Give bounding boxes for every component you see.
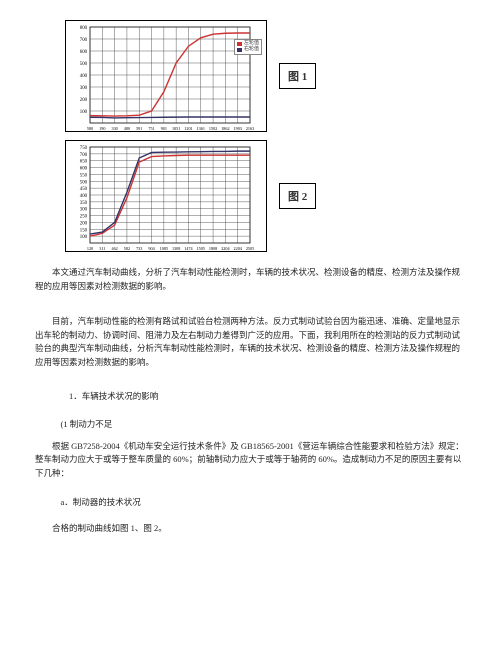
svg-text:1505: 1505 — [197, 246, 205, 251]
svg-text:2204: 2204 — [221, 246, 230, 251]
svg-text:400: 400 — [80, 194, 88, 199]
chart-1-svg: 580 190 330 480 591 751 901 1051 1201 1361 1502 186… — [66, 21, 268, 133]
chart-1-box: 580 190 330 480 591 751 901 1051 1201 1361 1502 186… — [65, 20, 267, 132]
svg-text:2204: 2204 — [234, 246, 243, 251]
svg-text:480: 480 — [124, 126, 130, 131]
svg-text:733: 733 — [136, 246, 142, 251]
svg-text:311: 311 — [99, 246, 105, 251]
chart-2-section: 120 311 462 582 733 904 1085 1308 1474 1505 1808 22… — [65, 140, 467, 252]
svg-text:350: 350 — [80, 201, 88, 206]
svg-text:500: 500 — [80, 180, 88, 185]
svg-text:1361: 1361 — [197, 126, 205, 131]
svg-text:800: 800 — [80, 26, 88, 31]
svg-text:450: 450 — [80, 187, 88, 192]
svg-text:901: 901 — [161, 126, 167, 131]
svg-text:1502: 1502 — [209, 126, 217, 131]
svg-text:2505: 2505 — [246, 246, 254, 251]
svg-text:550: 550 — [80, 173, 88, 178]
svg-text:100: 100 — [80, 110, 88, 115]
svg-text:400: 400 — [80, 74, 88, 79]
svg-text:200: 200 — [80, 98, 88, 103]
svg-text:650: 650 — [80, 160, 88, 165]
svg-text:582: 582 — [124, 246, 130, 251]
chart-1-legend: 左轮值右轮值 — [234, 39, 262, 55]
svg-text:300: 300 — [80, 86, 88, 91]
background-paragraph: 目前，汽车制动性能的检测有路试和试验台检测两种方法。反力式制动试验台因为能迅速、… — [35, 315, 467, 369]
svg-text:200: 200 — [80, 221, 88, 226]
subsection-a-title: a．制动器的技术状况 — [35, 496, 467, 508]
svg-text:300: 300 — [80, 208, 88, 213]
svg-text:150: 150 — [80, 228, 88, 233]
svg-text:600: 600 — [80, 50, 88, 55]
svg-text:750: 750 — [80, 146, 88, 151]
svg-text:1051: 1051 — [172, 126, 180, 131]
svg-text:1903: 1903 — [234, 126, 242, 131]
svg-text:904: 904 — [148, 246, 155, 251]
svg-text:1474: 1474 — [184, 246, 193, 251]
subsection-1-body: 根据 GB7258-2004《机动车安全运行技术条件》及 GB18565-200… — [35, 440, 467, 481]
svg-text:1808: 1808 — [209, 246, 217, 251]
chart-2-label: 图 2 — [279, 183, 316, 209]
svg-text:700: 700 — [80, 38, 88, 43]
svg-text:462: 462 — [111, 246, 117, 251]
svg-text:190: 190 — [99, 126, 105, 131]
svg-text:1085: 1085 — [160, 246, 168, 251]
svg-text:250: 250 — [80, 215, 88, 220]
subsection-1-title: (1 制动力不足 — [35, 418, 467, 430]
chart-1-section: 580 190 330 480 591 751 901 1051 1201 1361 1502 186… — [65, 20, 467, 132]
svg-text:580: 580 — [87, 126, 93, 131]
intro-paragraph: 本文通过汽车制动曲线，分析了汽车制动性能检测时，车辆的技术状况、检测设备的精度、… — [35, 266, 467, 293]
chart-2-svg: 120 311 462 582 733 904 1085 1308 1474 1505 1808 22… — [66, 141, 268, 253]
svg-text:591: 591 — [136, 126, 142, 131]
svg-text:1862: 1862 — [221, 126, 229, 131]
svg-text:500: 500 — [80, 62, 88, 67]
svg-text:330: 330 — [111, 126, 117, 131]
section-1-title: 1．车辆技术状况的影响 — [35, 390, 467, 402]
subsection-a-body: 合格的制动曲线如图 1、图 2。 — [35, 522, 467, 536]
svg-text:1308: 1308 — [172, 246, 180, 251]
svg-text:2163: 2163 — [246, 126, 254, 131]
svg-text:100: 100 — [80, 235, 88, 240]
svg-text:751: 751 — [148, 126, 154, 131]
svg-text:700: 700 — [80, 153, 88, 158]
chart-2-box: 120 311 462 582 733 904 1085 1308 1474 1505 1808 22… — [65, 140, 267, 252]
svg-text:1201: 1201 — [184, 126, 192, 131]
svg-text:600: 600 — [80, 167, 88, 172]
chart-1-label: 图 1 — [279, 63, 316, 89]
svg-text:120: 120 — [87, 246, 93, 251]
